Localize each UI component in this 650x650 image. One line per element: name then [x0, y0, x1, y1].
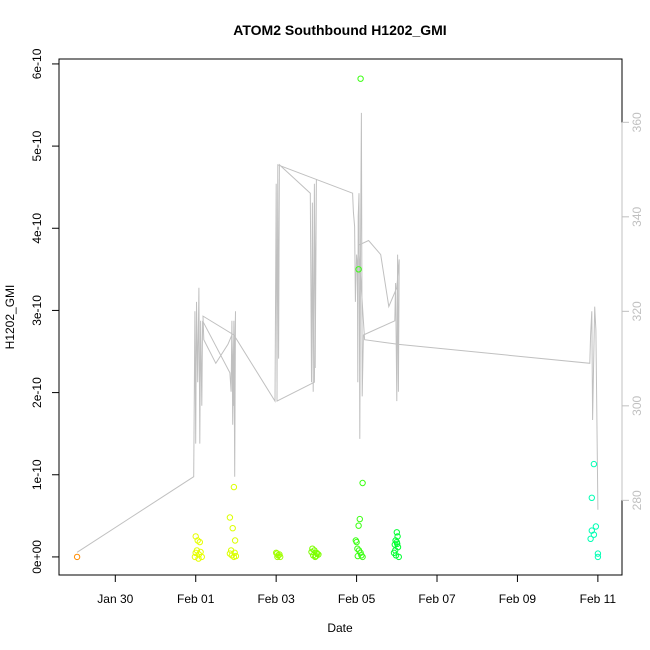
- scatter-point: [314, 550, 321, 557]
- scatter-point: [231, 537, 239, 544]
- scatter-point: [232, 552, 240, 560]
- scatter-point: [356, 515, 363, 523]
- y-axis-label: H1202_GMI: [3, 285, 17, 350]
- scatter-point: [359, 479, 366, 487]
- y2-tick-label: 320: [630, 301, 644, 321]
- scatter-point: [353, 538, 360, 546]
- scatter-point: [590, 460, 598, 468]
- line-layer: [76, 112, 599, 553]
- scatter-point: [355, 266, 362, 273]
- x-tick-label: Feb 05: [338, 592, 376, 606]
- scatter-point: [592, 523, 600, 530]
- scatter-point: [359, 553, 366, 561]
- scatter-point: [231, 549, 238, 556]
- y-axis: 0e+00 1e-10 2e-10 3e-10 4e-10 5e-10 6e-10: [30, 48, 60, 574]
- scatter-point: [196, 538, 204, 546]
- scatter-point: [588, 494, 595, 501]
- scatter-point: [395, 553, 402, 561]
- y-tick-label: 1e-10: [30, 459, 44, 490]
- secondary-series-line: [76, 112, 599, 553]
- scatter-point: [354, 545, 361, 552]
- x-tick-label: Feb 11: [580, 592, 617, 606]
- y-tick-label: 2e-10: [30, 377, 44, 408]
- scatter-point: [308, 548, 315, 556]
- scatter-point: [309, 545, 316, 552]
- x-axis: Jan 30 Feb 01 Feb 03 Feb 05 Feb 07 Feb 09 Feb …: [97, 574, 617, 606]
- scatter-point: [355, 522, 362, 529]
- x-axis-label: Date: [327, 621, 353, 635]
- scatter-point: [73, 553, 81, 561]
- scatter-point: [354, 552, 361, 560]
- scatter-point: [195, 555, 202, 562]
- scatter-point: [230, 483, 238, 491]
- scatter-point: [274, 553, 281, 561]
- y-tick-label: 3e-10: [30, 295, 44, 326]
- scatter-point: [229, 525, 236, 532]
- points-layer: [73, 75, 602, 562]
- scatter-point: [197, 548, 204, 556]
- y2-axis: 280 300 320 340 360: [621, 112, 644, 510]
- scatter-point: [193, 547, 201, 554]
- scatter-point: [594, 550, 602, 557]
- chart-title: ATOM2 Southbound H1202_GMI: [233, 22, 446, 38]
- scatter-point: [590, 531, 598, 538]
- plot-frame: [58, 58, 623, 576]
- scatter-point: [358, 552, 365, 559]
- scatter-point: [392, 537, 399, 544]
- y2-tick-label: 300: [630, 396, 644, 416]
- scatter-point: [587, 535, 594, 542]
- y-tick-label: 4e-10: [30, 213, 44, 244]
- scatter-point: [393, 529, 400, 536]
- x-tick-label: Feb 03: [257, 592, 295, 606]
- scatter-point: [226, 514, 234, 521]
- y-tick-label: 5e-10: [30, 130, 44, 161]
- x-tick-label: Feb 07: [418, 592, 456, 606]
- y-tick-label: 6e-10: [30, 48, 44, 79]
- scatter-point: [191, 553, 199, 561]
- scatter-point: [394, 540, 401, 547]
- scatter-point: [357, 75, 364, 82]
- scatter-point: [594, 553, 602, 561]
- x-tick-label: Jan 30: [97, 592, 133, 606]
- y2-tick-label: 280: [630, 490, 644, 510]
- x-tick-label: Feb 01: [177, 592, 215, 606]
- y2-tick-label: 340: [630, 206, 644, 226]
- x-tick-label: Feb 09: [499, 592, 537, 606]
- y-tick-label: 0e+00: [30, 540, 44, 574]
- scatter-point: [226, 550, 234, 557]
- y2-tick-label: 360: [630, 112, 644, 132]
